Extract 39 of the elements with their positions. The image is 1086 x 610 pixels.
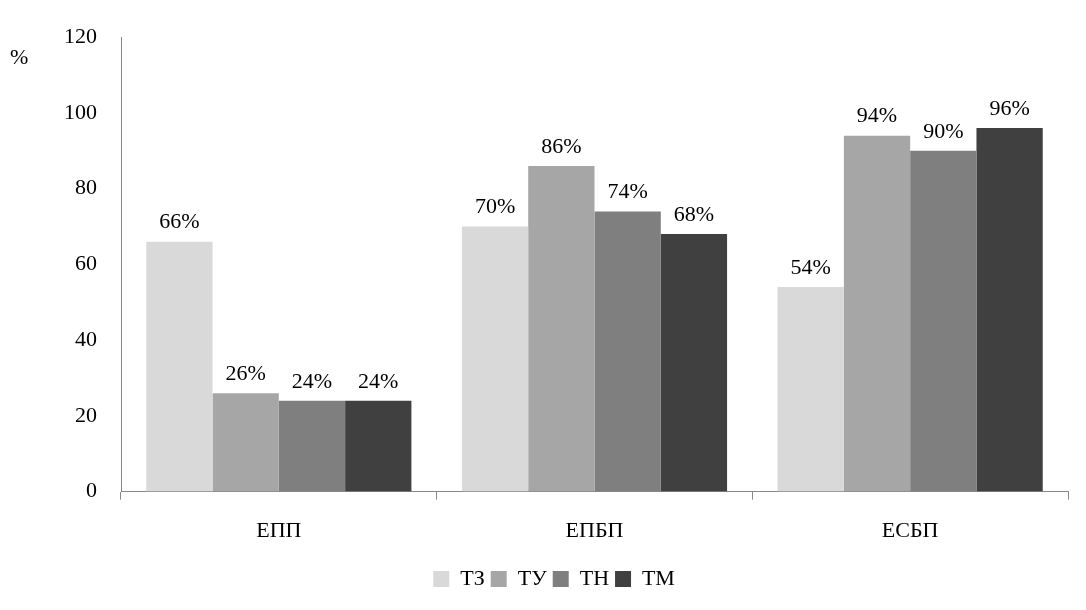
y-tick-label: 80 bbox=[75, 174, 97, 200]
data-label: 24% bbox=[291, 367, 333, 393]
legend-label: ТЗ bbox=[460, 564, 485, 590]
y-tick-label: 40 bbox=[75, 325, 97, 351]
y-axis-title: % bbox=[10, 43, 29, 69]
data-label: 94% bbox=[856, 102, 898, 128]
x-tick-label: ЕПП bbox=[256, 516, 302, 542]
bar bbox=[345, 400, 412, 492]
legend-label: ТМ bbox=[642, 564, 675, 590]
bar bbox=[146, 241, 213, 492]
bar bbox=[660, 234, 728, 492]
legend-label: ТУ bbox=[517, 564, 548, 590]
y-tick-label: 0 bbox=[86, 477, 97, 503]
y-tick-label: 120 bbox=[64, 22, 97, 48]
bar bbox=[528, 165, 595, 492]
y-tick-label: 60 bbox=[75, 250, 97, 276]
bar bbox=[461, 226, 529, 492]
data-label: 96% bbox=[989, 94, 1030, 120]
bar bbox=[212, 393, 279, 492]
y-tick-label: 20 bbox=[75, 401, 97, 427]
x-tick-label: ЕСБП bbox=[881, 516, 939, 542]
data-label: 70% bbox=[474, 193, 516, 219]
data-label: 90% bbox=[923, 117, 964, 143]
data-label: 68% bbox=[673, 200, 715, 226]
data-label: 74% bbox=[607, 178, 648, 204]
bar bbox=[976, 128, 1043, 492]
data-label: 24% bbox=[358, 367, 399, 393]
data-label: 66% bbox=[159, 208, 200, 234]
data-label: 26% bbox=[225, 359, 266, 385]
data-label: 86% bbox=[541, 132, 582, 158]
bar bbox=[594, 211, 661, 492]
bar bbox=[777, 287, 844, 492]
bar bbox=[910, 150, 977, 492]
x-tick-label: ЕПБП bbox=[565, 516, 624, 542]
bar bbox=[843, 135, 911, 492]
bar bbox=[278, 400, 346, 492]
y-tick-label: 100 bbox=[64, 98, 97, 124]
data-label: 54% bbox=[790, 253, 831, 279]
legend-label: ТН bbox=[579, 564, 610, 590]
